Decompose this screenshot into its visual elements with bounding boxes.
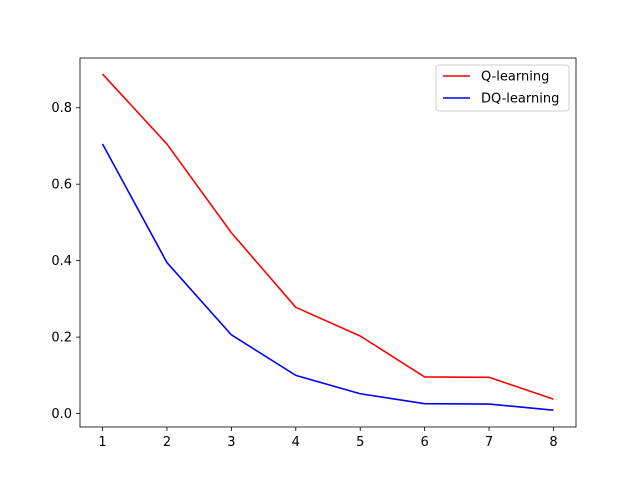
plot-area <box>79 57 577 428</box>
legend: Q-learning DQ-learning <box>435 64 570 112</box>
legend-label-1: Q-learning <box>481 70 549 85</box>
x-tick-label: 6 <box>420 435 428 450</box>
x-tick-label: 4 <box>292 435 300 450</box>
y-tick-label: 0.6 <box>51 178 72 193</box>
axis-ticks: 1 2 3 4 5 6 7 8 0.0 0.2 0.4 0.6 0.8 <box>51 101 557 450</box>
x-tick-label: 2 <box>163 435 171 450</box>
y-tick-label: 0.2 <box>51 331 72 346</box>
axes-frame <box>79 57 577 428</box>
legend-label-2: DQ-learning <box>481 92 559 107</box>
series-line-1 <box>101 73 554 400</box>
y-tick-label: 0.4 <box>51 254 72 269</box>
x-tick-label: 7 <box>485 435 493 450</box>
y-tick-label: 0.0 <box>51 407 72 422</box>
y-tick-label: 0.8 <box>51 101 72 116</box>
x-tick-label: 3 <box>227 435 235 450</box>
x-tick-label: 5 <box>356 435 364 450</box>
x-tick-label: 1 <box>98 435 106 450</box>
series-line-2 <box>101 143 554 411</box>
x-tick-label: 8 <box>549 435 557 450</box>
